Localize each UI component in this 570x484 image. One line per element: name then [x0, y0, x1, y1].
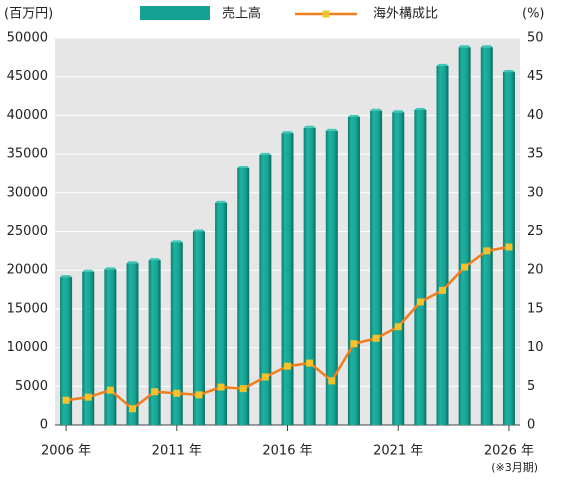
- y2-tick-label: 30: [527, 185, 544, 200]
- y-axis-label: (百万円): [4, 7, 53, 22]
- x-tick-label: 2021 年: [373, 444, 423, 459]
- bar-top: [170, 240, 183, 243]
- bar-top: [237, 166, 250, 169]
- bar: [370, 110, 383, 426]
- x-tick-label: 2026 年: [484, 444, 534, 459]
- y2-tick-label: 10: [527, 340, 544, 355]
- marker: [84, 393, 92, 401]
- annotation: (※3月期): [491, 461, 538, 474]
- bar-top: [303, 125, 316, 128]
- marker: [372, 334, 380, 342]
- marker: [461, 263, 469, 271]
- y-tick-label: 35000: [7, 147, 48, 162]
- y-tick-label: 30000: [7, 185, 48, 200]
- marker: [306, 359, 314, 367]
- marker: [195, 391, 203, 399]
- bar-top: [126, 261, 139, 264]
- y-tick-label: 50000: [7, 31, 48, 46]
- x-tick-label: 2011 年: [152, 444, 202, 459]
- bar: [414, 109, 427, 426]
- bar: [237, 168, 250, 426]
- bar-top: [436, 63, 449, 66]
- bar-top: [392, 110, 405, 113]
- bar-top: [148, 258, 161, 261]
- bar: [303, 127, 316, 425]
- legend-swatch: [140, 6, 210, 20]
- bar-top: [325, 128, 338, 131]
- bar-top: [480, 45, 493, 48]
- x-tick-label: 2006 年: [41, 444, 91, 459]
- marker: [483, 247, 491, 255]
- y2-tick-label: 15: [527, 301, 544, 316]
- bar: [281, 133, 294, 425]
- bar-top: [82, 269, 95, 272]
- y2-tick-label: 35: [527, 147, 544, 162]
- y2-tick-label: 40: [527, 108, 544, 123]
- y-tick-label: 20000: [7, 263, 48, 278]
- bar: [436, 65, 449, 425]
- x-tick-label: 2016 年: [262, 444, 312, 459]
- bar-top: [414, 107, 427, 110]
- marker: [217, 383, 225, 391]
- marker: [106, 386, 114, 394]
- bar-top: [104, 267, 117, 270]
- marker: [416, 298, 424, 306]
- y-tick-label: 25000: [7, 224, 48, 239]
- y-tick-label: 5000: [15, 379, 48, 394]
- bar-top: [281, 131, 294, 134]
- bar-top: [215, 200, 228, 203]
- y2-tick-label: 25: [527, 224, 544, 239]
- bar: [347, 116, 360, 425]
- bar: [325, 130, 338, 425]
- y2-tick-label: 5: [527, 379, 535, 394]
- bar: [458, 47, 471, 426]
- marker: [350, 340, 358, 348]
- y2-axis-label: (%): [522, 7, 545, 22]
- y2-tick-label: 20: [527, 263, 544, 278]
- marker: [239, 385, 247, 393]
- y2-tick-label: 50: [527, 31, 544, 46]
- y-tick-label: 0: [40, 418, 48, 433]
- bar: [60, 277, 73, 425]
- y-tick-label: 40000: [7, 108, 48, 123]
- bar: [126, 263, 139, 425]
- marker: [439, 286, 446, 294]
- marker: [151, 388, 159, 396]
- y-tick-label: 15000: [7, 301, 48, 316]
- marker: [505, 243, 513, 251]
- marker: [284, 362, 291, 370]
- bar-top: [347, 114, 360, 117]
- bar: [104, 269, 117, 425]
- marker: [62, 396, 70, 404]
- bar-top: [60, 275, 73, 278]
- bar-top: [458, 45, 471, 48]
- bar: [480, 47, 493, 426]
- marker: [261, 373, 269, 381]
- bar-top: [502, 70, 515, 73]
- legend-marker: [322, 10, 330, 18]
- y2-tick-label: 45: [527, 69, 544, 84]
- bar: [170, 242, 183, 425]
- y2-tick-label: 0: [527, 418, 535, 433]
- y-tick-label: 45000: [7, 69, 48, 84]
- marker: [328, 377, 336, 385]
- marker: [129, 405, 136, 413]
- bar: [82, 271, 95, 425]
- bar: [392, 112, 405, 425]
- y-tick-label: 10000: [7, 340, 48, 355]
- legend-label: 海外構成比: [373, 7, 438, 22]
- bar: [215, 202, 228, 425]
- marker: [394, 323, 402, 331]
- bar: [192, 231, 205, 425]
- marker: [173, 389, 181, 397]
- bar: [148, 260, 161, 425]
- bar: [259, 154, 272, 425]
- bar-top: [259, 152, 272, 155]
- legend-label: 売上高: [222, 6, 261, 22]
- bar-top: [192, 229, 205, 232]
- bar-top: [370, 108, 383, 111]
